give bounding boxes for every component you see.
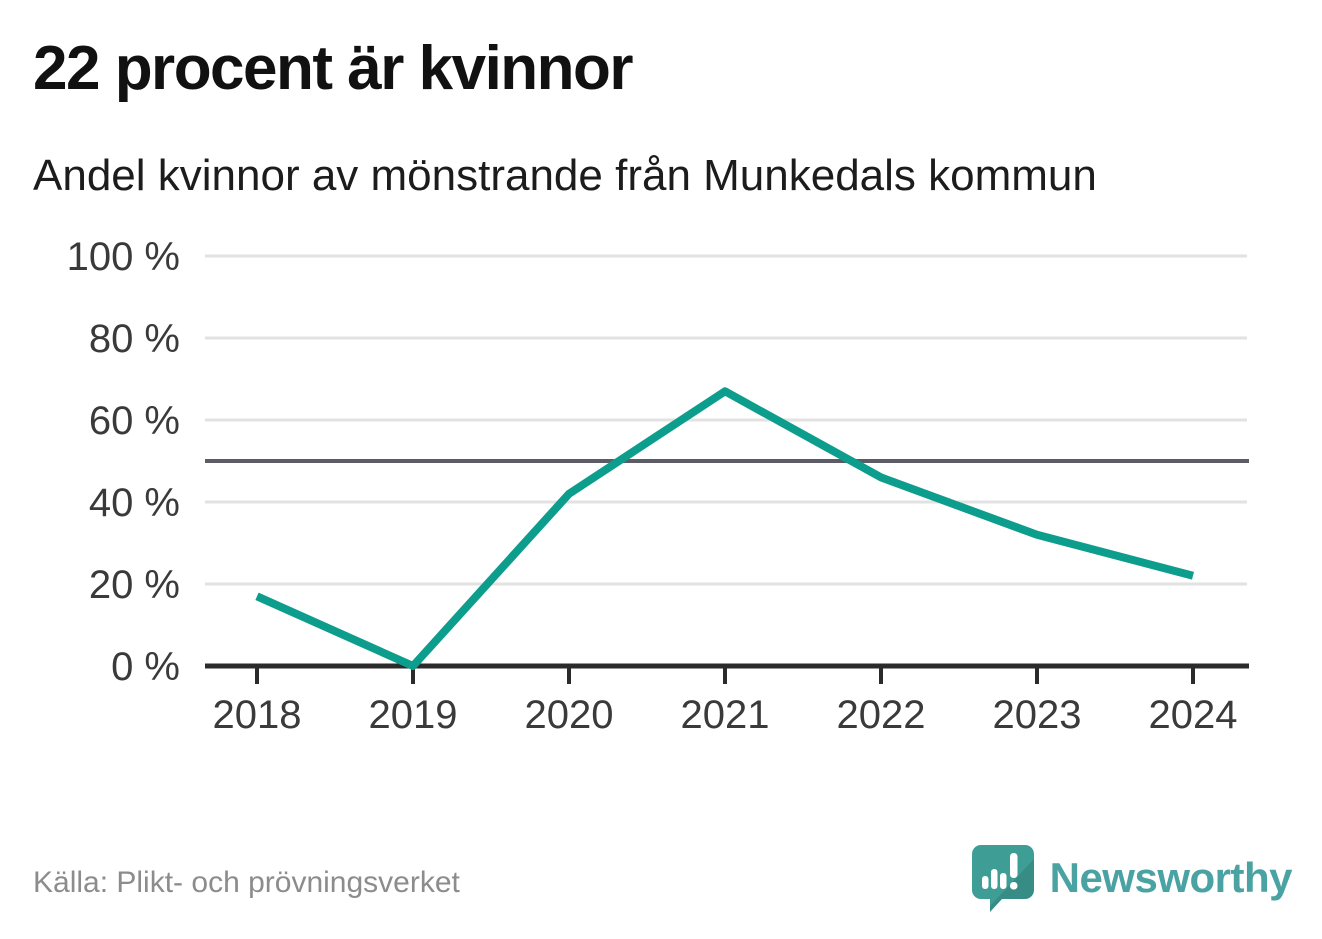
chart-subtitle: Andel kvinnor av mönstrande från Munkeda… <box>33 151 1097 200</box>
y-tick-label: 40 % <box>89 481 180 525</box>
newsworthy-logo-icon <box>971 845 1034 912</box>
y-tick-label: 20 % <box>89 563 180 607</box>
x-tick-label: 2023 <box>993 693 1082 737</box>
y-tick-label: 0 % <box>111 645 180 689</box>
x-axis-labels: 2018 2019 2020 2021 2022 2023 2024 <box>213 693 1238 737</box>
logo-bar-chart-glyph <box>981 853 1018 890</box>
x-tick-label: 2021 <box>681 693 770 737</box>
brand-lockup: Newsworthy <box>970 843 1293 913</box>
line-chart: 100 % 80 % 60 % 40 % 20 % 0 % 2018 2019 … <box>67 235 1249 737</box>
chart-title: 22 procent är kvinnor <box>33 34 634 103</box>
data-line <box>255 387 1195 670</box>
gridlines <box>205 254 1247 586</box>
x-tick-label: 2018 <box>213 693 302 737</box>
source-note: Källa: Plikt- och prövningsverket <box>33 866 460 899</box>
y-tick-label: 60 % <box>89 399 180 443</box>
x-tick-label: 2024 <box>1149 693 1238 737</box>
x-tick-label: 2019 <box>369 693 458 737</box>
x-axis-ticks <box>255 668 1195 684</box>
y-axis-labels: 100 % 80 % 60 % 40 % 20 % 0 % <box>67 235 180 689</box>
y-tick-label: 80 % <box>89 317 180 361</box>
x-tick-label: 2022 <box>837 693 926 737</box>
x-tick-label: 2020 <box>525 693 614 737</box>
y-tick-label: 100 % <box>67 235 180 279</box>
brand-wordmark: Newsworthy <box>1049 854 1293 901</box>
